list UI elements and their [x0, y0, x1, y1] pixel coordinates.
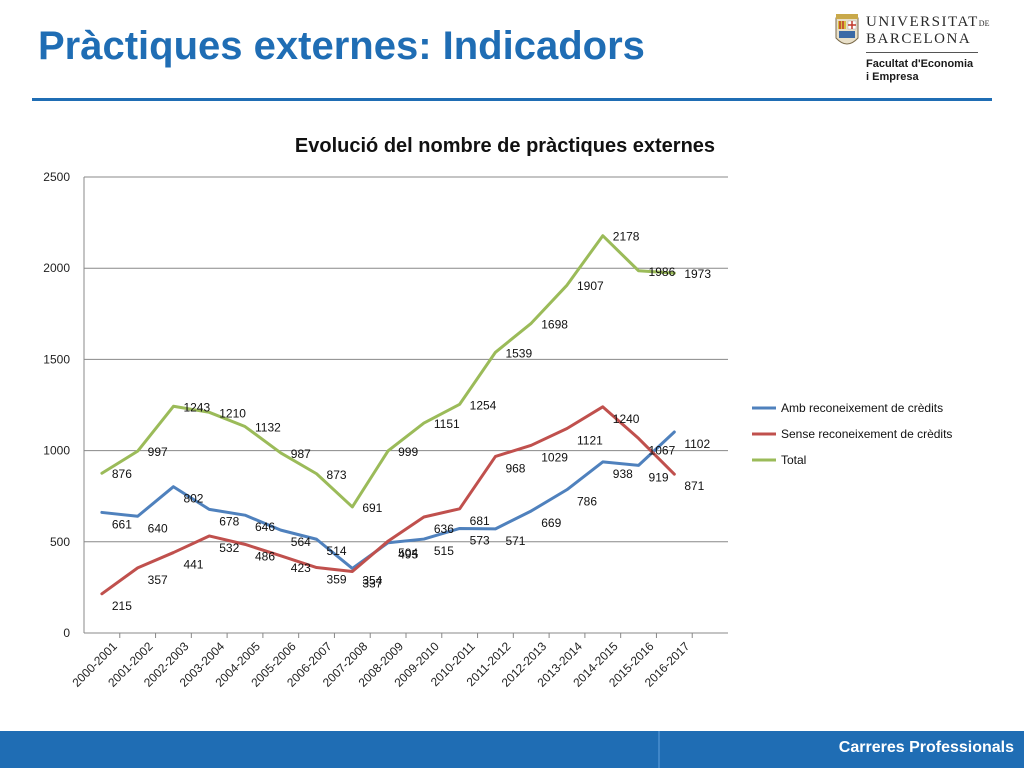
data-label: 441	[183, 558, 203, 572]
data-label: 1029	[541, 450, 568, 464]
data-label: 646	[255, 520, 275, 534]
data-label: 919	[649, 470, 669, 484]
data-label: 1067	[649, 443, 676, 457]
logo-faculty-line2: i Empresa	[866, 71, 919, 83]
data-label: 571	[505, 534, 525, 548]
data-label: 1240	[613, 412, 640, 426]
data-label: 876	[112, 467, 132, 481]
logo-university-text: UNIVERSITAT	[866, 14, 979, 30]
data-label: 1973	[684, 267, 711, 281]
data-label: 938	[613, 467, 633, 481]
slide-title: Pràctiques externes: Indicadors	[38, 24, 645, 68]
data-label: 357	[148, 573, 168, 587]
chart-x-tick-labels: 2000-20012001-20022002-20032003-20042004…	[69, 639, 692, 690]
data-label: 495	[398, 548, 418, 562]
data-label: 691	[362, 501, 382, 515]
logo-university-line1: UNIVERSITATDE	[866, 14, 989, 31]
data-label: 1132	[255, 421, 281, 435]
data-label: 504	[398, 546, 418, 560]
data-label: 532	[219, 541, 239, 555]
data-label: 678	[219, 514, 239, 528]
crest-icon	[835, 14, 859, 45]
chart-legend: Amb reconeixement de crèdits Sense recone…	[752, 401, 952, 467]
data-label: 2178	[613, 230, 640, 244]
data-label: 968	[505, 461, 525, 475]
logo-faculty-line1: Facultat d'Economia	[866, 58, 974, 70]
chart-y-tick-labels: 0 500 1000 1500 2000 2500	[43, 170, 70, 640]
data-label: 337	[362, 577, 382, 591]
data-label: 1986	[649, 265, 676, 279]
data-label: 423	[291, 561, 311, 575]
chart-series-lines	[100, 234, 676, 596]
data-label: 802	[183, 492, 203, 506]
data-label: 871	[684, 479, 704, 493]
data-label: 636	[434, 522, 454, 536]
logo-divider	[866, 52, 978, 53]
footer-bar: Carreres Professionals	[0, 731, 1024, 768]
data-label: 564	[291, 535, 311, 549]
data-label: 1151	[434, 417, 460, 431]
data-label: 661	[112, 517, 132, 531]
data-label: 215	[112, 599, 132, 613]
data-label: 681	[470, 514, 490, 528]
data-label: 573	[470, 533, 490, 547]
data-label: 997	[148, 445, 168, 459]
y-tick-label: 2500	[43, 170, 70, 184]
data-label: 486	[255, 549, 275, 563]
y-tick-label: 1500	[43, 352, 70, 366]
y-tick-label: 1000	[43, 444, 70, 458]
logo-faculty: Facultat d'Economia i Empresa	[866, 58, 973, 84]
series-line	[100, 234, 676, 509]
line-chart: Evolució del nombre de pràctiques extern…	[43, 135, 952, 690]
data-label: 514	[327, 544, 347, 558]
data-label: 1254	[470, 398, 497, 412]
data-label: 354	[362, 573, 382, 587]
data-label: 1243	[183, 400, 210, 414]
chart-axes	[83, 177, 728, 638]
data-label: 359	[327, 573, 347, 587]
logo-university-suffix: DE	[978, 19, 990, 28]
data-label: 999	[398, 445, 418, 459]
title-underline	[32, 98, 992, 101]
data-label: 786	[577, 495, 597, 509]
series-line	[100, 405, 676, 596]
y-tick-label: 500	[50, 535, 70, 549]
logo-university-line2: BARCELONA	[866, 31, 972, 47]
legend-label: Total	[781, 453, 806, 467]
footer-text: Carreres Professionals	[838, 739, 1014, 756]
y-tick-label: 0	[63, 626, 70, 640]
data-label: 987	[291, 447, 311, 461]
data-label: 1698	[541, 317, 568, 331]
chart-title: Evolució del nombre de pràctiques extern…	[295, 135, 715, 157]
data-label: 1210	[219, 406, 246, 420]
data-label: 1121	[577, 434, 603, 448]
legend-label: Amb reconeixement de crèdits	[781, 401, 943, 415]
data-label: 1102	[684, 437, 710, 451]
data-label: 1539	[505, 346, 532, 360]
data-label: 640	[148, 521, 168, 535]
data-label: 873	[327, 468, 347, 482]
data-label: 1907	[577, 279, 604, 293]
y-tick-label: 2000	[43, 261, 70, 275]
footer-divider	[658, 731, 660, 768]
data-label: 669	[541, 516, 561, 530]
legend-label: Sense reconeixement de crèdits	[781, 427, 952, 441]
data-label: 515	[434, 544, 454, 558]
university-logo: UNIVERSITATDE BARCELONA Facultat d'Econo…	[834, 12, 989, 87]
chart-data-labels: 661 640 802 678 646 564 514 354 495 515 573 571 669 7…	[112, 230, 711, 613]
